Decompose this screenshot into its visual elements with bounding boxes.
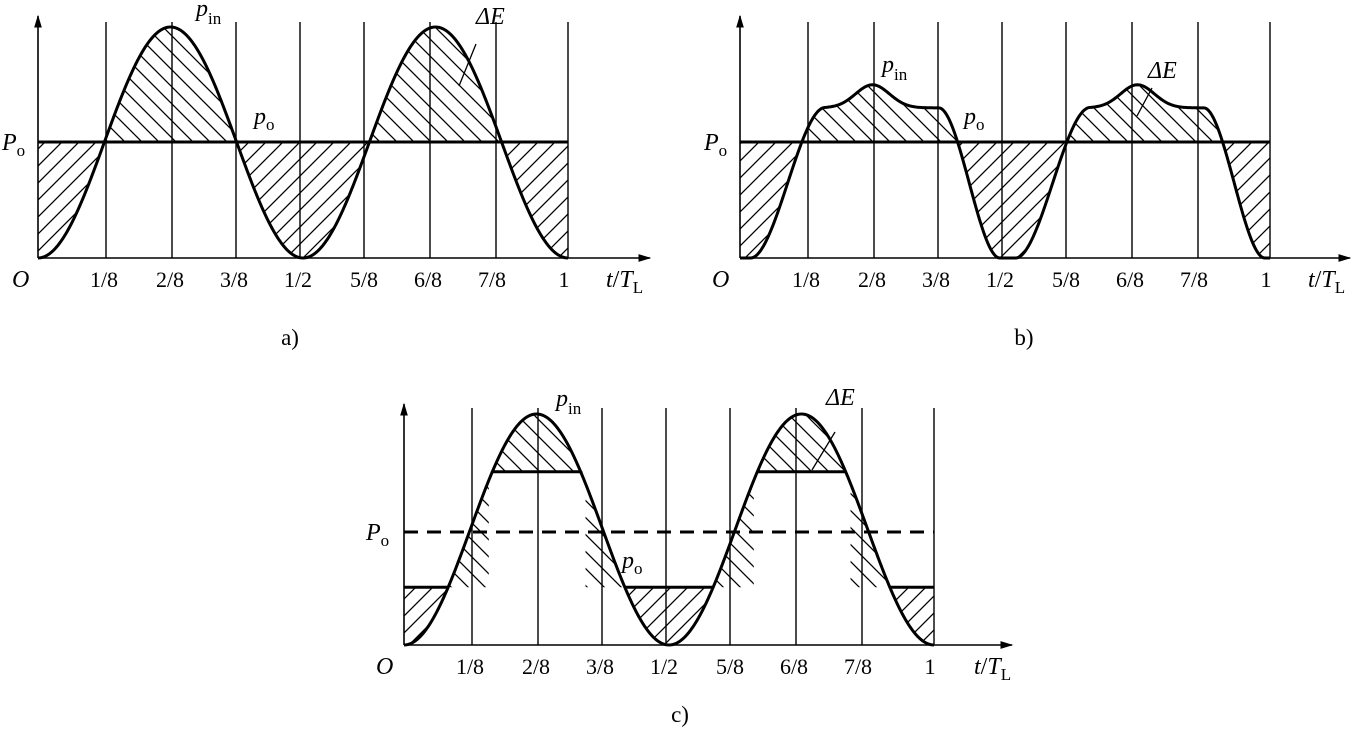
po-step-line xyxy=(404,470,934,589)
delta-e-leader xyxy=(458,43,477,87)
x-axis-label: t/TL xyxy=(974,654,1011,684)
delta-e-deficit-region xyxy=(740,142,1270,258)
x-tick-label: 3/8 xyxy=(586,654,614,679)
delta-e-leader xyxy=(811,431,836,471)
x-tick-label: 3/8 xyxy=(922,267,950,292)
po-label: po xyxy=(962,104,985,134)
x-tick-label: 2/8 xyxy=(156,267,184,292)
po-label: po xyxy=(252,104,275,134)
po-label: po xyxy=(620,548,643,578)
x-tick-label: 3/8 xyxy=(220,267,248,292)
panel-b-gridlines xyxy=(807,22,1271,258)
pin-label: pin xyxy=(554,386,582,418)
pin-curve xyxy=(403,412,935,647)
level-label: Po xyxy=(365,520,389,550)
x-tick-label: 6/8 xyxy=(1116,267,1144,292)
x-tick-label: 5/8 xyxy=(350,267,378,292)
origin-label: O xyxy=(712,267,729,293)
x-axis-label: t/TL xyxy=(1308,267,1345,297)
delta-e-label: ΔE xyxy=(1147,58,1177,84)
x-tick-label: 5/8 xyxy=(1052,267,1080,292)
x-tick-label: 7/8 xyxy=(1180,267,1208,292)
x-tick-label: 1/2 xyxy=(986,267,1014,292)
delta-e-deficit-region xyxy=(38,142,568,258)
pin-label: pin xyxy=(880,52,908,84)
x-tick-label: 1 xyxy=(559,267,570,292)
x-tick-label: 1/2 xyxy=(284,267,312,292)
x-tick-label: 5/8 xyxy=(716,654,744,679)
x-tick-labels: 1/8 2/8 3/8 1/2 5/8 6/8 7/8 1 xyxy=(792,267,1272,292)
delta-e-label: ΔE xyxy=(475,4,505,30)
panel-b: Po O pin po ΔE t/TL 1/8 2/8 3/8 1/2 5/8 … xyxy=(703,14,1352,350)
delta-e-surplus-region xyxy=(449,414,889,588)
panel-a: Po O pin po ΔE t/TL 1/8 2/8 3/8 1/2 5/8 … xyxy=(1,0,652,350)
panel-c-gridlines xyxy=(471,408,935,645)
panel-a-hatch xyxy=(38,27,568,258)
x-tick-label: 1/8 xyxy=(90,267,118,292)
panel-caption: a) xyxy=(281,325,299,350)
delta-e-surplus-region xyxy=(105,27,502,143)
pin-curve xyxy=(740,83,1270,260)
delta-e-label: ΔE xyxy=(825,385,855,411)
x-tick-label: 7/8 xyxy=(478,267,506,292)
delta-e-deficit-region xyxy=(404,471,934,645)
x-tick-label: 1/8 xyxy=(792,267,820,292)
x-tick-label: 1 xyxy=(1261,267,1272,292)
pin-curve xyxy=(37,25,569,260)
panel-b-hatch xyxy=(740,84,1270,258)
x-tick-label: 6/8 xyxy=(780,654,808,679)
origin-label: O xyxy=(12,267,29,293)
delta-e-leader xyxy=(1136,87,1153,117)
panel-c: Po O pin po ΔE t/TL 1/8 2/8 3/8 1/2 5/8 … xyxy=(365,385,1014,727)
panel-caption: c) xyxy=(671,702,689,727)
x-tick-label: 1 xyxy=(925,654,936,679)
x-tick-label: 7/8 xyxy=(844,654,872,679)
panel-caption: b) xyxy=(1014,325,1033,350)
x-tick-label: 1/2 xyxy=(650,654,678,679)
x-tick-labels: 1/8 2/8 3/8 1/2 5/8 6/8 7/8 1 xyxy=(90,267,570,292)
delta-e-surplus-region xyxy=(802,84,1223,143)
x-tick-label: 2/8 xyxy=(858,267,886,292)
level-label: Po xyxy=(1,130,25,160)
panel-c-hatch xyxy=(404,414,934,645)
x-axis-label: t/TL xyxy=(606,267,643,297)
origin-label: O xyxy=(376,654,393,680)
x-tick-label: 6/8 xyxy=(414,267,442,292)
x-tick-label: 2/8 xyxy=(522,654,550,679)
level-label: Po xyxy=(703,130,727,160)
x-tick-labels: 1/8 2/8 3/8 1/2 5/8 6/8 7/8 1 xyxy=(456,654,936,679)
pin-label: pin xyxy=(194,0,222,28)
panel-a-gridlines xyxy=(105,22,569,258)
x-tick-label: 1/8 xyxy=(456,654,484,679)
